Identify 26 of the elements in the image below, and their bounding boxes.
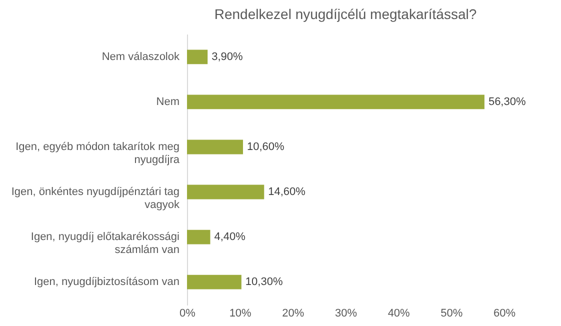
y-tick-label: Nem — [156, 96, 180, 108]
y-tick-label: Igen, nyugdíjbiztosításom van — [34, 276, 180, 288]
y-tick-label: Igen, önkéntes nyugdíjpénztári tag vagyok — [11, 186, 180, 212]
bar — [187, 184, 264, 200]
x-tick-label: 60% — [493, 308, 516, 320]
data-label: 56,30% — [488, 96, 526, 108]
chart-title: Rendelkezel nyugdíjcélú megtakarítással? — [214, 6, 477, 22]
bar — [187, 274, 242, 290]
x-tick-label: 20% — [282, 308, 304, 320]
bar — [187, 94, 484, 110]
bar — [187, 230, 210, 244]
y-tick-label: Igen, egyéb módon takarítok meg nyugdíjra — [16, 140, 180, 166]
x-tick-label: 40% — [388, 308, 410, 320]
data-label: 10,30% — [245, 276, 283, 288]
bar — [187, 140, 244, 154]
x-tick-label: 10% — [229, 308, 252, 320]
x-tick-label: 0% — [180, 308, 196, 320]
y-tick-label: Nem válaszolok — [102, 50, 180, 63]
y-tick-label: Igen, nyugdíj előtakarékossági számlám van — [30, 231, 180, 256]
data-label: 10,60% — [247, 140, 285, 153]
data-label: 14,60% — [268, 186, 306, 198]
bar — [187, 50, 208, 64]
x-tick-label: 50% — [440, 308, 463, 320]
data-label: 3,90% — [212, 50, 244, 63]
x-tick-label: 30% — [334, 308, 358, 320]
data-label: 4,40% — [214, 231, 246, 244]
